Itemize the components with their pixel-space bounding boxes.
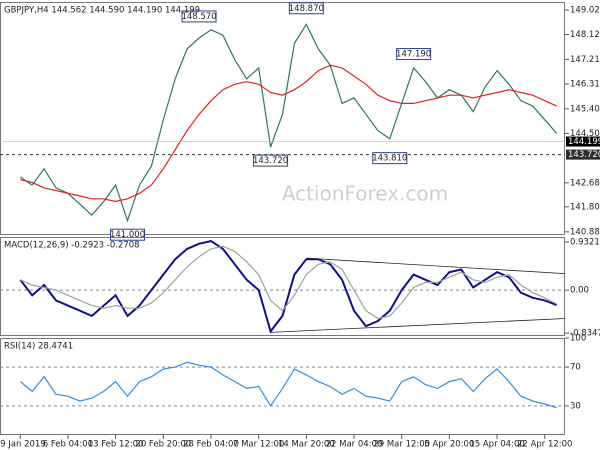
x-tick-label: 14 Mar 20:00 (278, 440, 335, 450)
annotation-box (372, 152, 408, 165)
panel-title: MACD(12,26,9) -0.2923 -0.2708 (4, 241, 140, 251)
y-tick-label: 100 (570, 334, 586, 344)
series-line (19, 23, 558, 223)
annotation-box (181, 10, 217, 23)
y-tick-label: 0.9321 (570, 238, 600, 248)
annotation-label: 147.190 (396, 50, 431, 60)
y-tick-label: 141.805 (570, 202, 600, 212)
annotation-label: 148.570 (181, 12, 216, 22)
support-label-box (566, 149, 600, 160)
annotation-label: 143.810 (372, 154, 407, 164)
x-tick-label: 29 Mar 12:00 (373, 440, 430, 450)
y-tick-label: 149.025 (570, 6, 600, 16)
annotation-label: 141.000 (110, 230, 145, 240)
annotation-box (288, 2, 324, 15)
y-tick-label: 145.400 (570, 104, 600, 114)
y-tick-label: 140.885 (570, 227, 600, 237)
x-tick-label: 7 Mar 12:00 (233, 440, 284, 450)
x-tick-label: 13 Feb 12:00 (88, 440, 144, 450)
series-line (20, 64, 557, 203)
panel-frame (0, 2, 565, 235)
panel-frame (0, 338, 565, 435)
x-tick-label: 20 Feb 20:00 (135, 440, 191, 450)
x-tick-label: 22 Mar 04:00 (326, 440, 383, 450)
series-line (19, 240, 558, 334)
x-tick-label: 5 Apr 20:00 (424, 440, 474, 450)
annotation-label: 148.870 (289, 4, 324, 14)
x-tick-label: 15 Apr 04:00 (469, 440, 524, 450)
panel-frame (0, 237, 565, 336)
annotation-box (396, 48, 432, 61)
x-tick-label: 29 Jan 2019 (0, 440, 46, 450)
x-tick-label: 22 Apr 12:00 (517, 440, 572, 450)
y-tick-label: 146.310 (570, 80, 600, 90)
annotation-box (110, 228, 146, 241)
support-label: 143.720 (568, 150, 600, 160)
annotation-box (253, 154, 289, 167)
y-tick-label: 142.685 (570, 178, 600, 188)
y-tick-label: 0.00 (570, 286, 589, 296)
last-price-label: 144.199 (568, 137, 600, 147)
trendline (306, 257, 566, 275)
y-tick-label: 144.500 (570, 129, 600, 139)
series-line (20, 245, 557, 320)
last-price-box (566, 136, 600, 147)
panel-title: RSI(14) 28.4741 (4, 342, 73, 352)
annotation-label: 143.720 (253, 156, 288, 166)
watermark: ActionForex.com (282, 182, 448, 206)
x-tick-label: 6 Feb 04:00 (43, 440, 93, 450)
y-tick-label: 30 (570, 401, 581, 411)
y-tick-label: 147.215 (570, 55, 600, 65)
y-tick-label: 148.125 (570, 30, 600, 40)
series-line (19, 361, 557, 409)
panel-title: GBPJPY,H4 144.562 144.590 144.190 144.19… (4, 6, 200, 16)
trendline (270, 318, 566, 333)
x-tick-label: 28 Feb 04:00 (183, 440, 239, 450)
y-tick-label: 70 (570, 363, 581, 373)
y-tick-label: -0.8347 (570, 329, 600, 339)
